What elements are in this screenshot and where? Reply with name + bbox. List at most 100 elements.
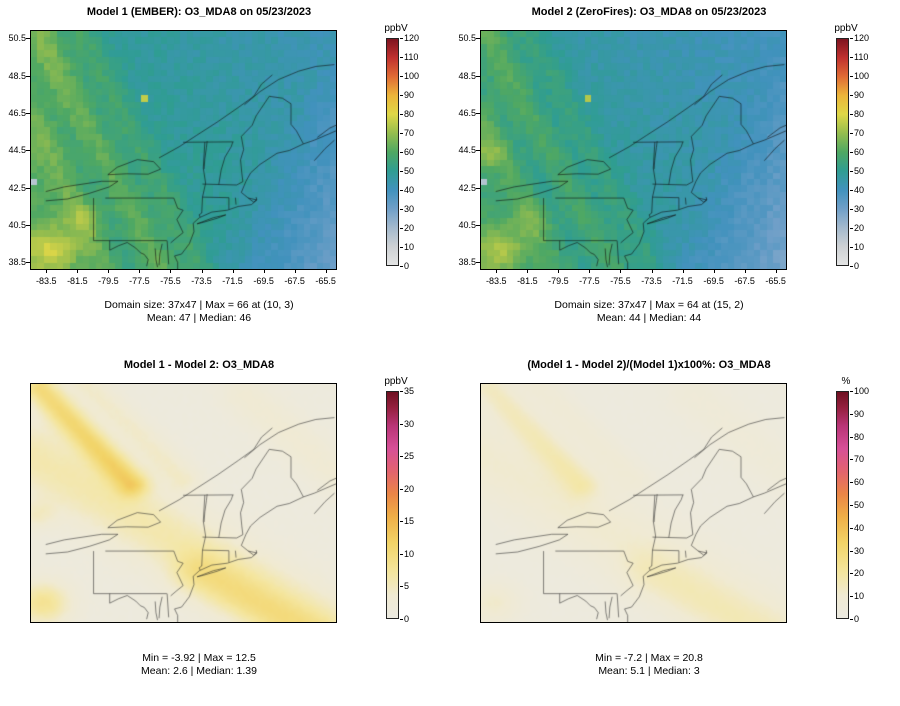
y-axis-tick-label: 50.5	[458, 33, 476, 44]
colorbar-tick-label: 70	[854, 128, 865, 138]
colorbar-tick-label: 50	[854, 166, 865, 176]
x-axis-tick-label: -71.5	[222, 276, 243, 286]
colorbar-tick-label: 10	[854, 591, 865, 602]
colorbar-tick-mark	[400, 586, 403, 588]
colorbar-tick-mark	[850, 57, 853, 58]
colorbar-tick-mark	[850, 550, 853, 552]
map-canvas-percent-difference	[480, 383, 787, 623]
colorbar-tick-label: 10	[404, 548, 415, 559]
x-axis-tick-label: -71.5	[672, 276, 693, 286]
colorbar-tick-label: 5	[404, 581, 410, 592]
colorbar-tick-mark	[400, 619, 403, 620]
colorbar-tick-label: 40	[854, 522, 865, 533]
colorbar	[836, 38, 849, 266]
colorbar-tick-mark	[400, 423, 403, 425]
colorbar-tick-label: 110	[854, 52, 869, 62]
colorbar-tick-label: 0	[404, 614, 410, 624]
map-canvas-model1	[30, 30, 337, 270]
colorbar-tick-label: 90	[854, 90, 865, 100]
panel-title: Model 1 (EMBER): O3_MDA8 on 05/23/2023	[86, 6, 312, 18]
colorbar-tick-mark	[400, 114, 403, 115]
colorbar-tick-mark	[400, 209, 403, 210]
x-axis-tick-label: -73.5	[641, 276, 662, 286]
colorbar-title: %	[841, 376, 851, 387]
stats-line2: Mean: 44 | Median: 44	[596, 312, 702, 324]
stats-block: Min = -3.92 | Max = 12.5 Mean: 2.6 | Med…	[8, 652, 390, 678]
colorbar-tick-label: 30	[854, 545, 865, 556]
colorbar-tick-label: 100	[854, 386, 870, 396]
y-axis-tick-label: 48.5	[458, 70, 476, 81]
colorbar-tick-mark	[850, 436, 853, 438]
panel-percent-difference: (Model 1 - Model 2)/(Model 1)x100%: O3_M…	[450, 353, 900, 706]
colorbar-tick-label: 70	[854, 454, 865, 465]
stats-line2: Mean: 47 | Median: 46	[146, 312, 252, 324]
colorbar-tick-mark	[850, 209, 853, 210]
colorbar-tick-label: 0	[854, 614, 860, 624]
colorbar-tick-label: 30	[404, 418, 415, 429]
colorbar-tick-mark	[850, 95, 853, 96]
x-axis-tick-label: -77.5	[129, 276, 150, 286]
colorbar-tick-mark	[850, 171, 853, 172]
colorbar-tick-label: 90	[854, 408, 865, 419]
colorbar-tick-label: 100	[854, 71, 870, 81]
y-axis-tick-label: 40.5	[8, 220, 26, 231]
colorbar-tick-label: 50	[404, 166, 415, 176]
colorbar-tick-mark	[400, 521, 403, 523]
x-axis-tick-label: -69.5	[703, 276, 724, 286]
colorbar	[836, 391, 849, 619]
colorbar-tick-mark	[400, 247, 403, 248]
colorbar-tick-mark	[400, 266, 403, 267]
colorbar-tick-label: 20	[404, 223, 415, 233]
colorbar-tick-mark	[400, 456, 403, 458]
colorbar-tick-mark	[850, 190, 853, 191]
map-canvas-difference	[30, 383, 337, 623]
colorbar-tick-mark	[400, 76, 403, 77]
colorbar-tick-label: 70	[404, 128, 415, 138]
colorbar-tick-label: 0	[404, 261, 410, 271]
panel-difference: Model 1 - Model 2: O3_MDA8 ppbV 35 30 25 20…	[0, 353, 450, 706]
colorbar-tick-mark	[400, 391, 403, 392]
colorbar-tick-label: 30	[854, 204, 865, 214]
x-axis-tick-label: -73.5	[191, 276, 212, 286]
y-axis-tick-label: 46.5	[8, 108, 26, 119]
stats-block: Domain size: 37x47 | Max = 64 at (15, 2)…	[458, 299, 840, 325]
colorbar-tick-mark	[850, 228, 853, 229]
colorbar-tick-mark	[850, 152, 853, 153]
colorbar-tick-label: 120	[404, 33, 420, 43]
colorbar-tick-label: 80	[404, 109, 415, 119]
y-axis-tick-label: 38.5	[458, 257, 476, 268]
colorbar-tick-mark	[850, 391, 853, 392]
x-axis-tick-label: -83.5	[486, 276, 507, 286]
stats-line1: Domain size: 37x47 | Max = 64 at (15, 2)	[554, 299, 744, 311]
colorbar-tick-label: 0	[854, 261, 860, 271]
colorbar-tick-mark	[850, 38, 853, 39]
colorbar-tick-mark	[400, 38, 403, 39]
colorbar-title: ppbV	[834, 23, 858, 34]
colorbar-tick-mark	[850, 133, 853, 134]
colorbar	[386, 391, 399, 619]
colorbar	[386, 38, 399, 266]
colorbar-tick-label: 20	[854, 223, 865, 233]
colorbar-tick-mark	[850, 76, 853, 77]
stats-block: Domain size: 37x47 | Max = 66 at (10, 3)…	[8, 299, 390, 325]
colorbar-tick-mark	[400, 228, 403, 229]
map-canvas-model2	[480, 30, 787, 270]
panel-title: (Model 1 - Model 2)/(Model 1)x100%: O3_M…	[527, 359, 771, 371]
colorbar-tick-label: 40	[854, 185, 865, 195]
x-axis-tick-label: -81.5	[67, 276, 88, 286]
colorbar-tick-mark	[850, 459, 853, 461]
colorbar-tick-mark	[850, 527, 853, 529]
colorbar-tick-mark	[850, 619, 853, 620]
colorbar-tick-label: 35	[404, 386, 415, 396]
colorbar-tick-mark	[400, 57, 403, 58]
colorbar-tick-label: 60	[854, 477, 865, 488]
colorbar-tick-mark	[850, 482, 853, 484]
colorbar-title: ppbV	[384, 23, 408, 34]
x-axis-tick-label: -83.5	[36, 276, 57, 286]
panel-model2: Model 2 (ZeroFires): O3_MDA8 on 05/23/20…	[450, 0, 900, 353]
y-axis-tick-label: 40.5	[458, 220, 476, 231]
x-axis-tick-label: -65.5	[315, 276, 336, 286]
stats-line2: Mean: 2.6 | Median: 1.39	[141, 665, 257, 677]
colorbar-tick-mark	[850, 505, 853, 506]
